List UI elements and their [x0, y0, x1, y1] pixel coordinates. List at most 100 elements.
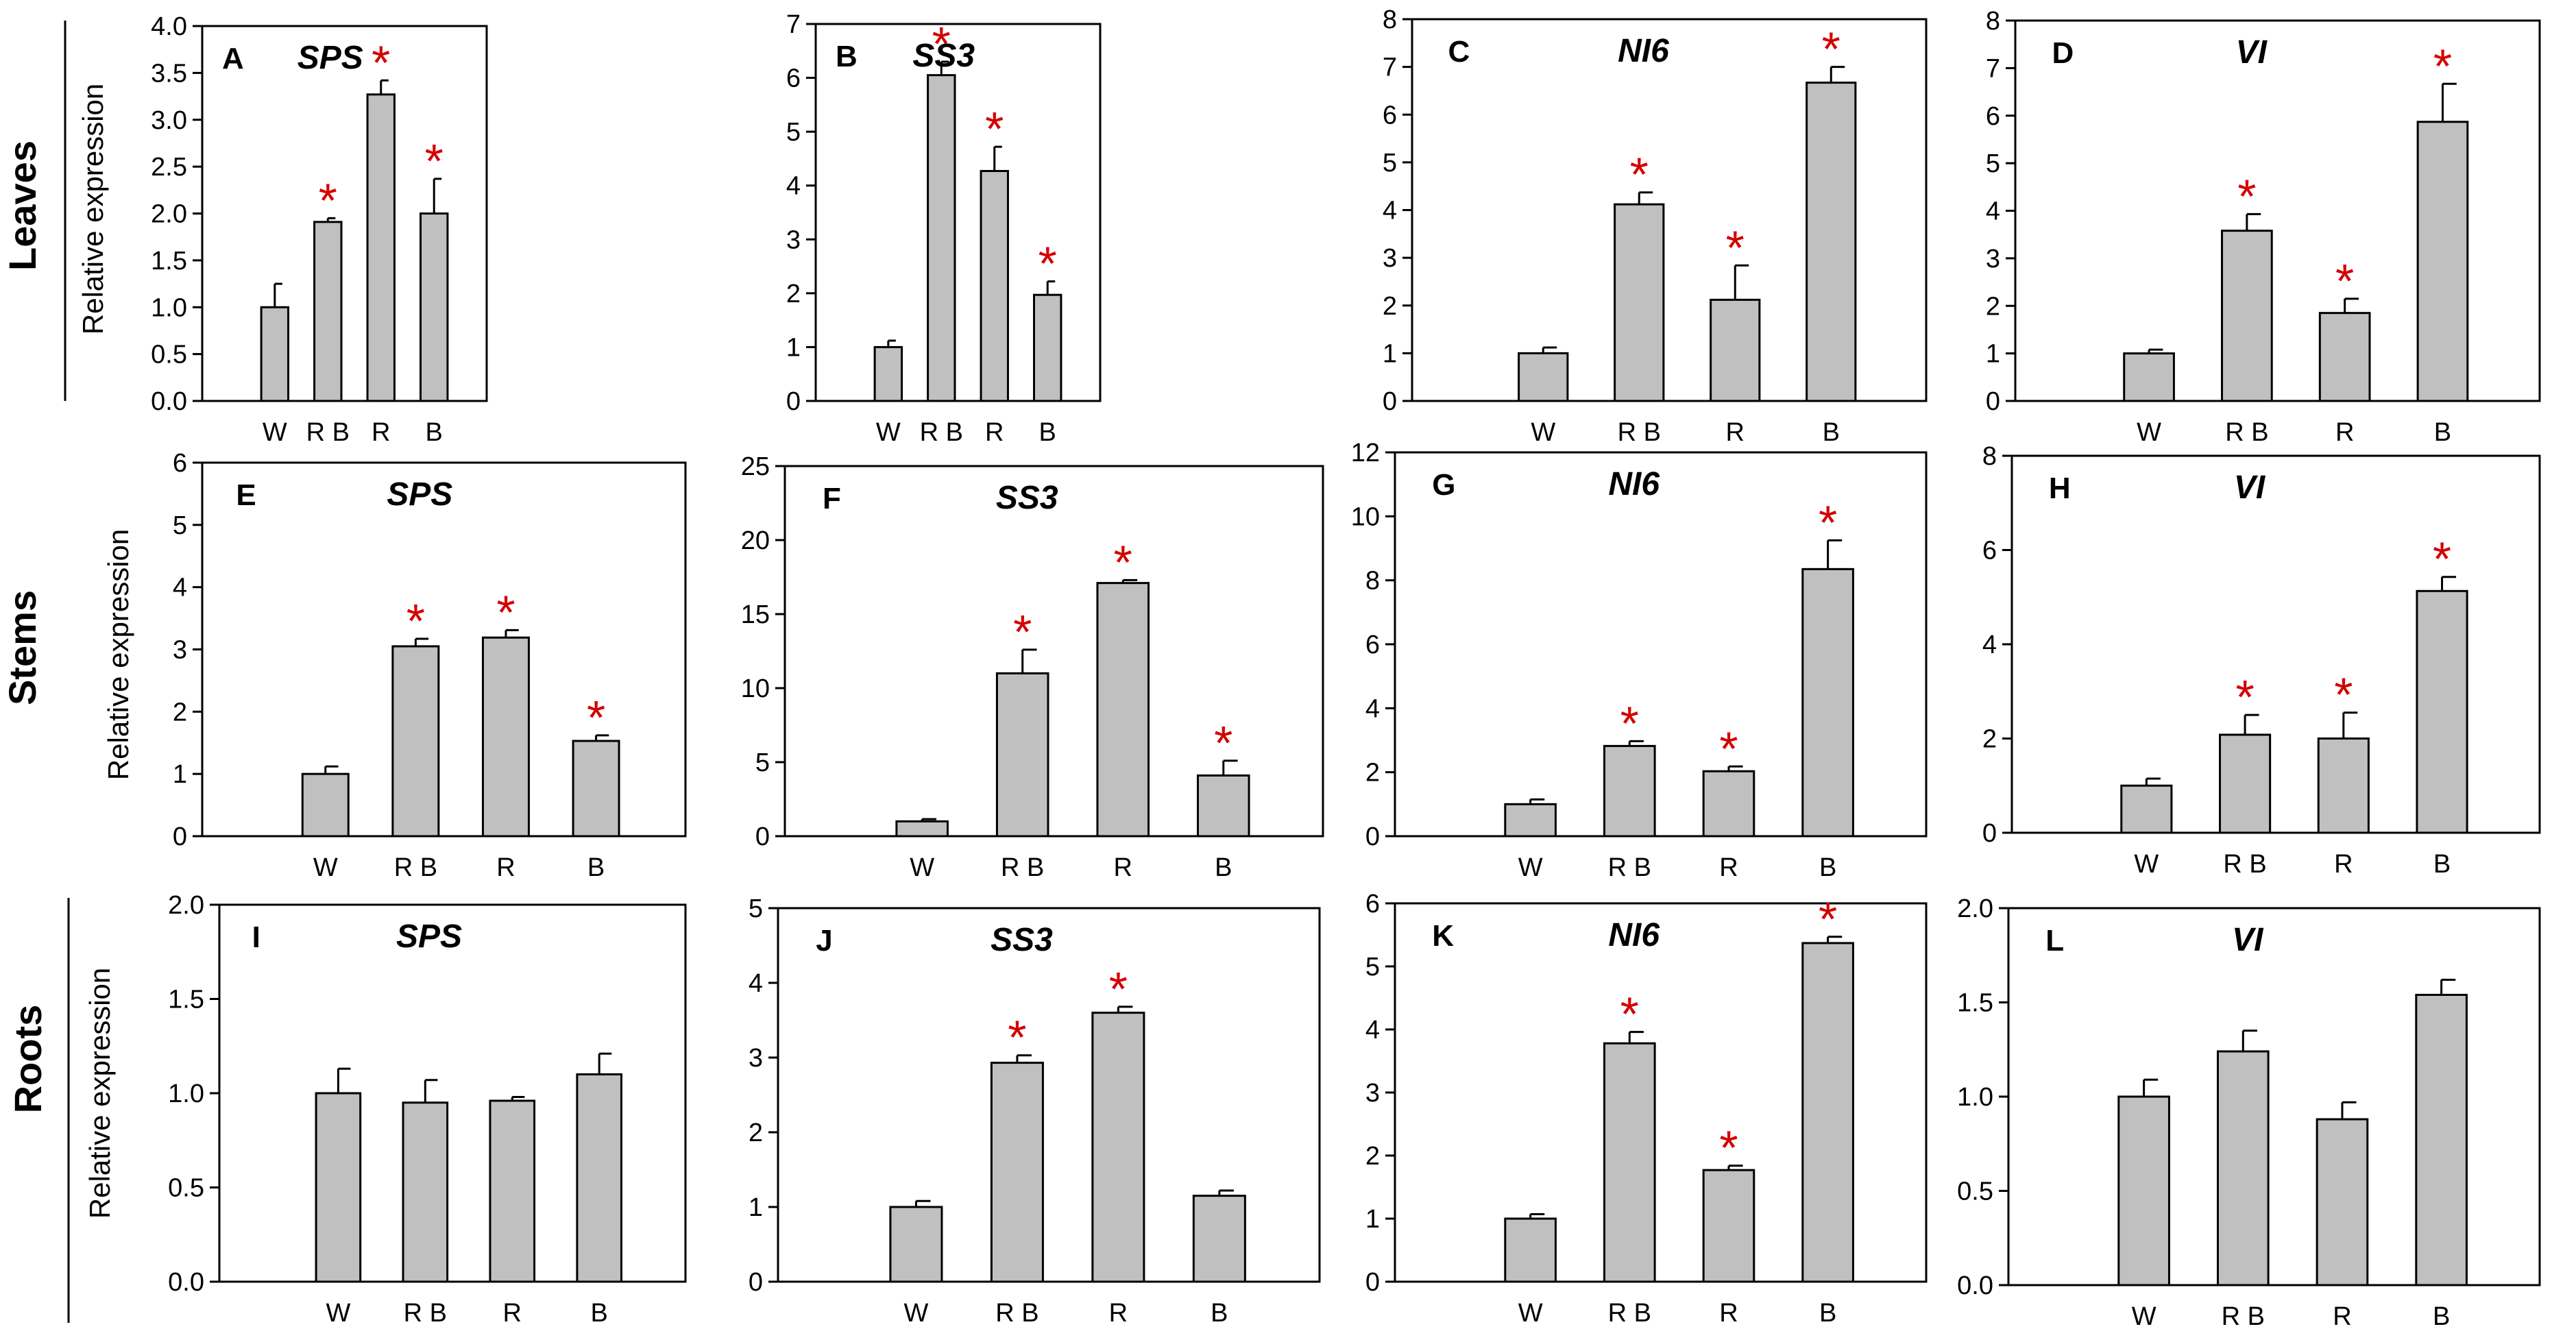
- y-tick-label-a-4: 2.0: [151, 200, 187, 229]
- significance-star-b-3: *: [1038, 237, 1057, 291]
- y-tick-label-a-1: 0.5: [151, 341, 187, 369]
- significance-star-a-2: *: [372, 36, 390, 89]
- row-label-leaves: Leaves: [1, 21, 66, 401]
- bar-c-1: [1614, 203, 1665, 402]
- x-tick-label-h-0: W: [2134, 850, 2159, 879]
- y-tick-label-c-0: 0: [1383, 387, 1397, 416]
- x-tick-label-l-3: B: [2433, 1302, 2450, 1331]
- x-tick-label-a-1: R B: [306, 418, 350, 447]
- y-tick-label-i-3: 1.5: [168, 986, 204, 1014]
- chart-panel-H: 0 2 4 6 8 W R B * R * B * H VI: [1982, 442, 2541, 879]
- significance-star-e-3: *: [587, 691, 605, 744]
- y-tick-label-c-5: 5: [1383, 149, 1397, 178]
- x-tick-label-f-1: R B: [1001, 853, 1044, 882]
- chart-title-c: NI6: [1618, 33, 1669, 69]
- y-tick-label-d-0: 0: [1986, 387, 2000, 416]
- y-tick-label-e-4: 4: [173, 574, 187, 602]
- bar-e-0: [301, 772, 350, 838]
- y-tick-label-f-0: 0: [755, 822, 770, 851]
- significance-star-a-3: *: [425, 134, 443, 188]
- x-tick-label-i-0: W: [326, 1299, 350, 1328]
- x-tick-label-c-0: W: [1531, 418, 1555, 447]
- bar-f-0: [895, 820, 949, 838]
- y-tick-label-g-4: 8: [1365, 567, 1380, 596]
- bar-d-2: [2318, 312, 2371, 402]
- y-tick-label-c-3: 3: [1383, 244, 1397, 273]
- x-tick-label-g-0: W: [1518, 853, 1543, 882]
- bar-i-1: [402, 1101, 449, 1283]
- ylabel-leaves: Relative expression: [77, 84, 109, 335]
- bar-k-1: [1603, 1042, 1656, 1283]
- x-tick-label-h-2: R: [2334, 850, 2353, 879]
- chart-panel-C: 0 1 2 3 4 5 6 7 8 W R B * R * B * C NI6: [1383, 5, 1928, 447]
- x-tick-label-e-3: B: [587, 853, 605, 882]
- bar-g-0: [1504, 803, 1557, 838]
- y-tick-label-a-3: 1.5: [151, 247, 187, 276]
- y-tick-label-j-4: 4: [749, 969, 763, 998]
- y-tick-label-d-1: 1: [1986, 340, 2000, 369]
- y-tick-label-k-3: 3: [1365, 1079, 1380, 1108]
- y-tick-label-d-7: 7: [1986, 54, 2000, 83]
- x-tick-label-c-1: R B: [1618, 418, 1661, 447]
- significance-star-g-3: *: [1819, 496, 1837, 549]
- bar-k-3: [1801, 942, 1854, 1283]
- x-tick-label-l-1: R B: [2222, 1302, 2265, 1331]
- y-tick-label-j-2: 2: [749, 1119, 763, 1147]
- bar-h-1: [2219, 733, 2272, 834]
- panel-letter-i: I: [252, 920, 260, 954]
- significance-star-d-1: *: [2237, 169, 2256, 223]
- significance-star-b-2: *: [985, 102, 1004, 156]
- y-tick-label-l-4: 2.0: [1957, 894, 1993, 923]
- x-tick-label-l-2: R: [2333, 1302, 2351, 1331]
- panel-letter-e: E: [236, 478, 256, 512]
- x-tick-label-k-3: B: [1819, 1299, 1836, 1328]
- x-tick-label-c-2: R: [1726, 418, 1745, 447]
- chart-panel-D: 0 1 2 3 4 5 6 7 8 W R B * R * B * D VI: [1986, 7, 2541, 447]
- significance-star-e-1: *: [406, 594, 425, 648]
- x-tick-label-k-1: R B: [1608, 1299, 1651, 1328]
- significance-star-j-1: *: [1008, 1011, 1026, 1064]
- x-tick-label-e-0: W: [313, 853, 338, 882]
- x-tick-label-c-3: B: [1823, 418, 1840, 447]
- x-tick-label-j-0: W: [904, 1299, 929, 1328]
- plot-frame-f: [783, 465, 1324, 838]
- bar-b-2: [980, 170, 1009, 402]
- plot-frame-j: [777, 907, 1321, 1283]
- y-tick-label-i-1: 0.5: [168, 1174, 204, 1203]
- y-tick-label-d-4: 4: [1986, 197, 2000, 226]
- chart-title-d: VI: [2236, 34, 2268, 71]
- x-tick-label-f-2: R: [1114, 853, 1132, 882]
- bar-j-3: [1192, 1195, 1246, 1283]
- chart-title-b: SS3: [912, 38, 975, 74]
- bar-f-3: [1196, 774, 1250, 838]
- bar-d-1: [2221, 230, 2273, 402]
- significance-star-j-2: *: [1109, 962, 1128, 1016]
- chart-title-e: SPS: [387, 476, 452, 513]
- y-tick-label-b-1: 1: [786, 333, 801, 362]
- y-tick-label-f-1: 5: [755, 748, 770, 777]
- bar-e-1: [391, 645, 440, 838]
- y-tick-label-k-4: 4: [1365, 1016, 1380, 1045]
- significance-star-b-1: *: [932, 17, 951, 71]
- y-tick-label-i-2: 1.0: [168, 1079, 204, 1108]
- chart-panel-F: 0 5 10 15 20 25 W R B * R * B * F SS3: [741, 452, 1324, 882]
- x-tick-label-b-1: R B: [920, 418, 963, 447]
- significance-star-f-3: *: [1214, 716, 1232, 770]
- bar-l-1: [2216, 1050, 2270, 1286]
- y-tick-label-h-2: 4: [1982, 631, 1997, 659]
- x-tick-label-d-1: R B: [2225, 418, 2268, 447]
- y-tick-label-j-1: 1: [749, 1193, 763, 1222]
- y-tick-label-c-6: 6: [1383, 101, 1397, 130]
- row-label-roots-text: Roots: [6, 1005, 49, 1114]
- significance-star-g-2: *: [1719, 722, 1738, 775]
- y-tick-label-l-2: 1.0: [1957, 1083, 1993, 1112]
- y-tick-label-b-0: 0: [786, 387, 801, 416]
- chart-title-h: VI: [2234, 469, 2266, 506]
- plot-frame-b: [814, 23, 1102, 402]
- x-tick-label-g-3: B: [1819, 853, 1836, 882]
- bar-h-2: [2317, 737, 2370, 834]
- chart-title-g: NI6: [1608, 466, 1660, 502]
- bar-f-2: [1096, 582, 1150, 838]
- panel-letter-f: F: [823, 482, 841, 515]
- y-tick-label-e-1: 1: [173, 760, 187, 789]
